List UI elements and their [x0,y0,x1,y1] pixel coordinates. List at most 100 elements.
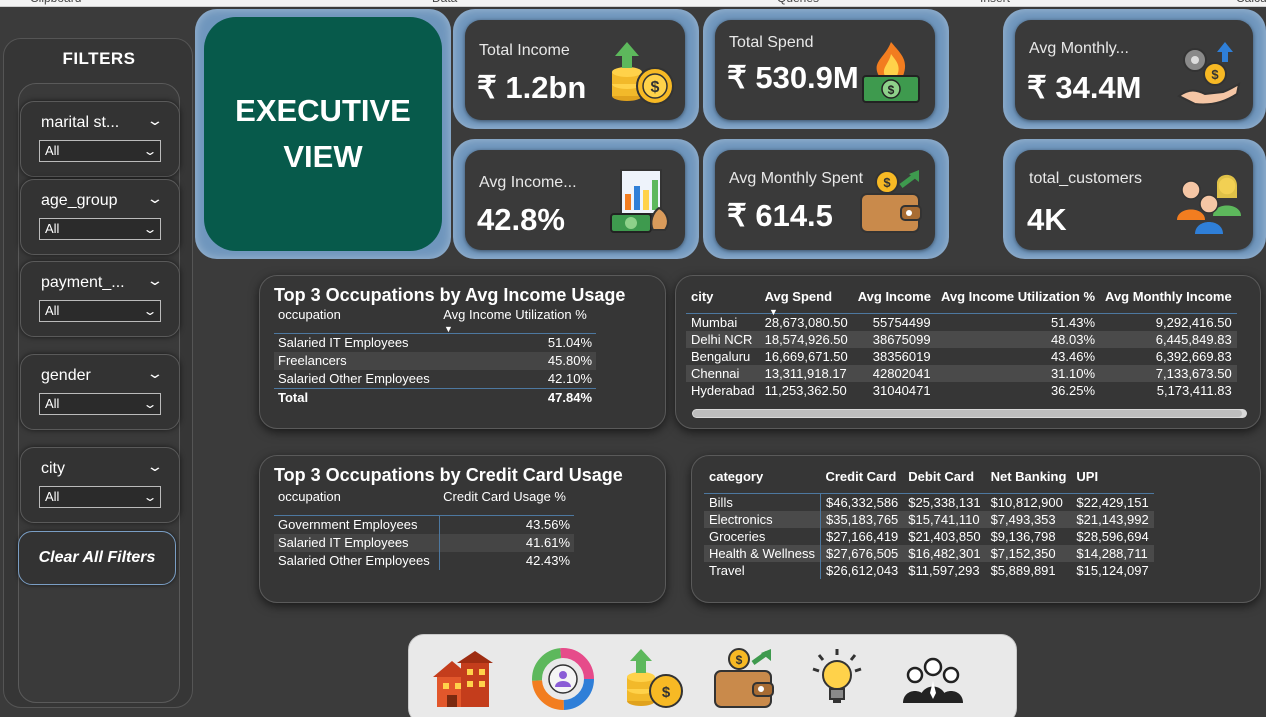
table-cell: 38356019 [872,348,931,364]
column-header[interactable]: Avg Monthly Income [1105,289,1232,304]
table-cell: Salaried Other Employees [274,551,440,570]
filters-panel: FILTERS marital st... ⌄ All ⌄ age_group ⌄… [3,38,193,708]
svg-text:$: $ [651,79,660,96]
insight-bulb-icon[interactable] [805,647,869,711]
table-row: Hyderabad 11,253,362.50 31040471 36.25% … [686,382,1237,399]
slicer-age-group[interactable]: age_group ⌄ All ⌄ [20,179,180,255]
slicer-marital-status[interactable]: marital st... ⌄ All ⌄ [20,101,180,177]
svg-text:$: $ [662,684,671,701]
slicer-dropdown[interactable]: All ⌄ [39,140,161,162]
chevron-down-icon: ⌄ [142,222,158,236]
kpi-label: Total Income [479,42,570,59]
table-cell: $22,429,151 [1071,492,1154,511]
table-cell: Chennai [686,364,760,382]
slicer-dropdown[interactable]: All ⌄ [39,218,161,240]
column-header[interactable]: Net Banking [990,469,1067,484]
slicer-gender[interactable]: gender ⌄ All ⌄ [20,354,180,430]
scrollbar-thumb[interactable] [693,410,1242,417]
column-header[interactable]: occupation [274,307,440,334]
page-navigator: $ $ [408,634,1017,717]
home-icon[interactable] [431,647,495,711]
sort-descending-icon[interactable]: ▼ [769,307,778,317]
table-cell: 51.43% [935,312,1101,331]
table-cell: 18,574,926.50 [759,330,853,348]
burning-money-icon: $ [862,42,920,103]
slicer-dropdown[interactable]: All ⌄ [39,393,161,415]
chevron-down-icon: ⌄ [142,304,158,318]
slicer-title: city [41,460,65,477]
table-cell: 55754499 [852,312,936,331]
table-cell: 42.10% [547,370,592,386]
table-cell: 16,669,671.50 [764,348,848,364]
table-row: Salaried IT Employees 41.61% [274,533,574,552]
slicer-title: age_group [41,192,118,209]
table-cell: 9,292,416.50 [1100,312,1237,331]
column-header[interactable]: city [691,289,714,304]
wallet-icon: $ [860,170,922,233]
column-header[interactable]: occupation [274,489,440,516]
table-cell: 42.43% [525,552,570,568]
column-header[interactable]: Avg Income Utilization % [439,307,596,334]
ribbon-group-label: Clipboard [30,0,81,5]
column-header[interactable]: UPI [1076,469,1099,484]
table-cell: 28,673,080.50 [759,312,853,331]
table-row: Salaried IT Employees 51.04% [274,333,596,352]
column-header[interactable]: Debit Card [908,469,975,484]
sort-descending-icon[interactable]: ▼ [444,324,453,334]
slicer-title: payment_... [41,274,125,291]
table-cell: Salaried Other Employees [278,370,430,386]
kpi-inner: Avg Monthly... ₹ 34.4M $ [1015,20,1253,120]
team-icon[interactable] [901,647,965,711]
column-header[interactable]: Avg Spend [764,289,833,304]
column-header[interactable]: Avg Income Utilization % [940,289,1096,304]
table-cell: 13,311,918.17 [759,364,853,382]
slicer-dropdown[interactable]: All ⌄ [39,486,161,508]
column-header[interactable]: Credit Card Usage % [439,489,574,516]
kpi-card-total-customers: total_customers 4K [1003,139,1266,259]
slicer-dropdown[interactable]: All ⌄ [39,300,161,322]
table-cell: Government Employees [274,515,440,534]
kpi-inner: Avg Monthly Spent ₹ 614.5 $ [715,150,935,250]
table-cell: $14,288,711 [1071,544,1154,562]
kpi-card-avg-income-utilization: Avg Income... 42.8% [453,139,699,259]
chevron-down-icon[interactable]: ⌄ [146,458,164,474]
filters-title: FILTERS [62,49,136,68]
table-cell: 11,253,362.50 [764,382,847,398]
chevron-down-icon[interactable]: ⌄ [146,112,164,128]
chevron-down-icon[interactable]: ⌄ [146,190,164,206]
table-row: Bengaluru 16,669,671.50 38356019 43.46% … [686,348,1237,365]
ribbon-group-label: Data [432,0,457,5]
table-cell: 43.46% [1050,348,1096,364]
chevron-down-icon[interactable]: ⌄ [146,272,164,288]
table-row: Freelancers 45.80% [274,351,596,370]
wallet-icon[interactable]: $ [711,647,775,711]
income-icon[interactable]: $ [621,647,685,711]
table-cell: Mumbai [686,312,760,331]
table-row: Salaried Other Employees 42.43% [274,551,574,570]
column-header[interactable]: Credit Card [825,469,897,484]
kpi-card-total-income: Total Income ₹ 1.2bn $ [453,9,699,129]
clear-all-filters-button[interactable]: Clear All Filters [18,531,176,585]
table-cell: $35,183,765 [819,510,904,528]
kpi-label: total_customers [1029,170,1142,187]
table-cell: $26,612,043 [819,561,904,579]
slicer-value: All [45,303,60,318]
chevron-down-icon[interactable]: ⌄ [146,365,164,381]
table-cell: $28,596,694 [1076,528,1149,544]
horizontal-scrollbar[interactable] [692,409,1247,418]
column-header[interactable]: category [709,469,764,484]
column-header[interactable]: Avg Income [857,289,931,304]
customer-segment-icon[interactable] [531,647,595,711]
table-row: Mumbai 28,673,080.50 55754499 51.43% 9,2… [686,312,1237,331]
category-table-card: category Credit Card Debit Card Net Bank… [691,455,1261,603]
slicer-city[interactable]: city ⌄ All ⌄ [20,447,180,523]
slicer-payment[interactable]: payment_... ⌄ All ⌄ [20,261,180,337]
table-row: Travel $26,612,043 $11,597,293 $5,889,89… [704,561,1154,579]
people-icon [1177,174,1241,234]
table-cell: 6,392,669.83 [1155,348,1232,364]
table-cell: Health & Wellness [704,544,821,562]
ribbon-strip: Clipboard Data Queries Insert Calculatio… [0,0,1266,7]
kpi-inner: total_customers 4K [1015,150,1253,250]
occupation-credit-title: Top 3 Occupations by Credit Card Usage [274,465,623,485]
table-cell: $10,812,900 [985,492,1072,511]
